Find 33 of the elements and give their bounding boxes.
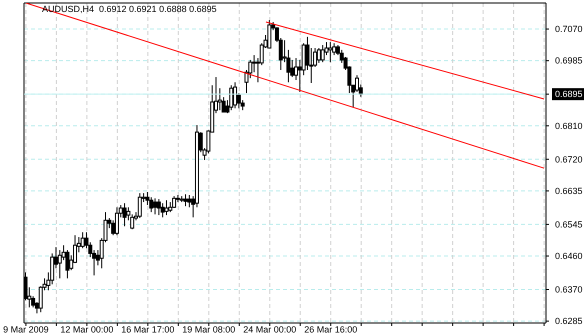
candlestick — [252, 54, 256, 73]
chart-title: AUDUSD,H4 0.6912 0.6921 0.6888 0.6895 — [42, 4, 217, 14]
y-tick-label: 0.6285 — [555, 316, 583, 326]
candlestick — [328, 42, 332, 63]
candlestick — [138, 192, 142, 219]
candlestick — [320, 44, 325, 63]
x-tick-label: 24 Mar 00:00 — [243, 324, 296, 334]
candlestick — [114, 206, 119, 236]
y-tick-label: 0.6810 — [555, 120, 583, 131]
candlestick — [168, 202, 172, 213]
y-tick-label: 0.6985 — [555, 56, 583, 66]
y-tick-label: 0.7070 — [555, 24, 583, 34]
x-tick-label: 19 Mar 08:00 — [182, 324, 236, 334]
candlestick — [233, 82, 238, 109]
x-tick-label: 16 Mar 17:00 — [121, 324, 174, 334]
y-tick-label: 0.6895 — [555, 89, 583, 100]
candlestick — [80, 232, 85, 249]
candlestick — [164, 200, 168, 216]
candlestick — [156, 198, 161, 216]
candlestick — [184, 194, 188, 207]
candlestick — [160, 202, 165, 218]
candlestick — [267, 20, 272, 49]
candlestick — [153, 198, 158, 215]
candlestick — [122, 202, 127, 227]
x-tick-label: 12 Mar 00:00 — [60, 324, 114, 334]
y-tick-label: 0.6370 — [555, 284, 583, 295]
y-tick-label: 0.6720 — [555, 154, 583, 164]
y-tick-label: 0.6545 — [555, 219, 583, 230]
y-tick-label: 0.6460 — [555, 251, 583, 262]
y-tick-label: 0.6635 — [555, 186, 583, 196]
x-tick-label: 9 Mar 2009 — [3, 324, 49, 334]
candlestick — [187, 194, 192, 208]
x-tick-label: 26 Mar 16:00 — [304, 324, 358, 334]
